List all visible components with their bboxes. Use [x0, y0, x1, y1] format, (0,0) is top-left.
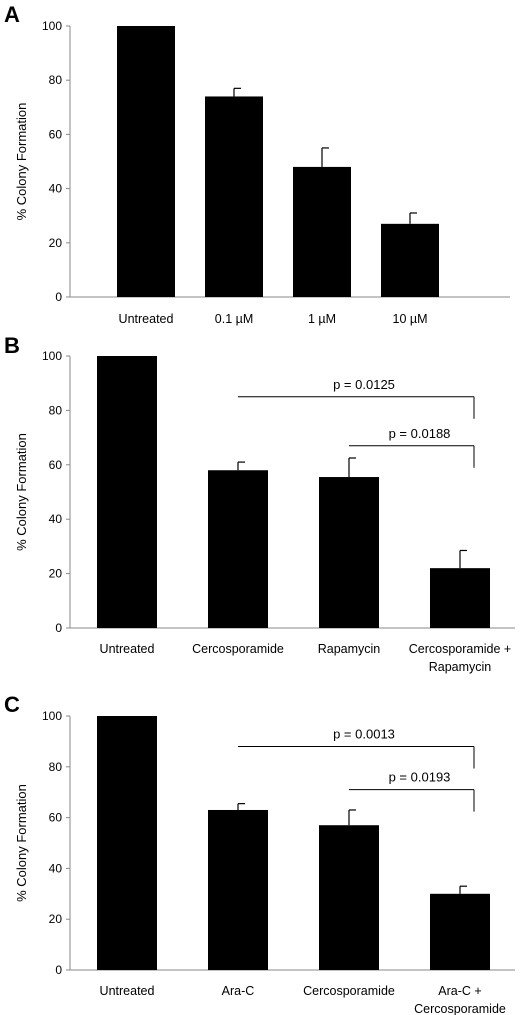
y-tick-label: 80: [49, 760, 63, 774]
bar: [430, 568, 490, 628]
y-tick-label: 100: [42, 709, 62, 723]
x-tick-label: Untreated: [100, 642, 155, 656]
y-axis-title: % Colony Formation: [14, 103, 29, 221]
x-tick-label: Rapamycin: [429, 660, 492, 674]
bar: [430, 893, 490, 970]
bar: [319, 825, 379, 970]
x-tick-label: Untreated: [119, 312, 174, 326]
y-tick-label: 0: [55, 621, 62, 635]
y-tick-label: 100: [42, 349, 62, 363]
y-tick-label: 0: [55, 963, 62, 977]
x-tick-label: Cercosporamide: [303, 984, 395, 998]
panel-label: C: [4, 692, 20, 717]
y-axis-title: % Colony Formation: [14, 433, 29, 551]
p-value-label: p = 0.0188: [389, 426, 451, 441]
x-tick-label: Cercosporamide: [414, 1002, 506, 1015]
panel-label: B: [4, 333, 20, 358]
y-tick-label: 20: [49, 912, 63, 926]
x-tick-label: 10 µM: [393, 312, 428, 326]
y-tick-label: 60: [49, 811, 63, 825]
y-tick-label: 100: [42, 19, 62, 33]
p-value-label: p = 0.0125: [333, 377, 395, 392]
y-tick-label: 60: [49, 127, 63, 141]
p-value-label: p = 0.0013: [333, 726, 395, 741]
x-tick-label: Untreated: [100, 984, 155, 998]
y-tick-label: 20: [49, 567, 63, 581]
y-tick-label: 40: [49, 512, 63, 526]
y-tick-label: 60: [49, 458, 63, 472]
bar: [97, 716, 157, 970]
y-tick-label: 40: [49, 861, 63, 875]
bar: [293, 166, 351, 297]
y-axis-title: % Colony Formation: [14, 784, 29, 902]
x-tick-label: Rapamycin: [318, 642, 381, 656]
bar: [117, 26, 175, 297]
panel-label: A: [4, 2, 20, 27]
x-tick-label: 0.1 µM: [215, 312, 253, 326]
x-tick-label: Cercosporamide +: [409, 642, 511, 656]
bar: [208, 809, 268, 970]
y-tick-label: 0: [55, 290, 62, 304]
x-tick-label: Ara-C +: [438, 984, 481, 998]
bar: [319, 477, 379, 628]
x-tick-label: Cercosporamide: [192, 642, 284, 656]
y-tick-label: 40: [49, 182, 63, 196]
p-value-label: p = 0.0193: [389, 770, 451, 785]
bar: [208, 470, 268, 628]
bar: [97, 356, 157, 628]
y-tick-label: 80: [49, 403, 63, 417]
x-tick-label: 1 µM: [308, 312, 336, 326]
x-tick-label: Ara-C: [222, 984, 255, 998]
bar: [205, 96, 263, 298]
y-tick-label: 20: [49, 236, 63, 250]
bar: [381, 223, 439, 297]
y-tick-label: 80: [49, 73, 63, 87]
